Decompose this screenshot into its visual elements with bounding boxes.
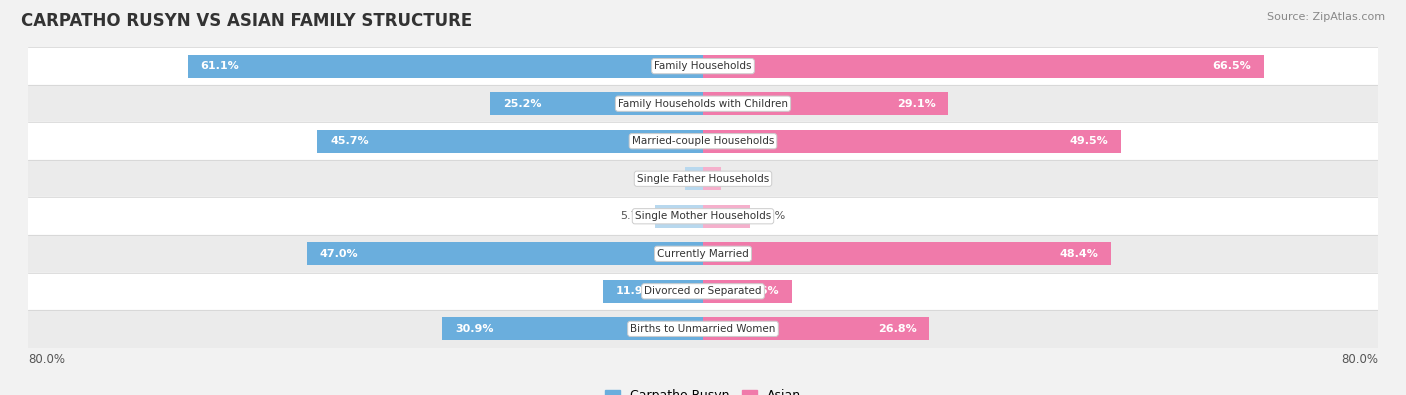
Text: 11.9%: 11.9% xyxy=(616,286,654,296)
Bar xyxy=(703,55,1264,78)
Bar xyxy=(28,85,1378,122)
Legend: Carpatho Rusyn, Asian: Carpatho Rusyn, Asian xyxy=(600,384,806,395)
Bar xyxy=(655,205,703,228)
Text: Source: ZipAtlas.com: Source: ZipAtlas.com xyxy=(1267,12,1385,22)
Text: Divorced or Separated: Divorced or Separated xyxy=(644,286,762,296)
Bar xyxy=(703,317,929,340)
Bar xyxy=(28,198,1378,235)
Bar xyxy=(28,122,1378,160)
Bar xyxy=(318,130,703,153)
Bar xyxy=(491,92,703,115)
Text: Family Households: Family Households xyxy=(654,61,752,71)
Text: 80.0%: 80.0% xyxy=(1341,353,1378,366)
Bar xyxy=(703,92,949,115)
Text: 47.0%: 47.0% xyxy=(319,249,357,259)
Text: 10.6%: 10.6% xyxy=(741,286,780,296)
Text: 5.7%: 5.7% xyxy=(620,211,648,221)
Text: Births to Unmarried Women: Births to Unmarried Women xyxy=(630,324,776,334)
Text: 45.7%: 45.7% xyxy=(330,136,368,146)
Bar xyxy=(28,235,1378,273)
Text: Single Mother Households: Single Mother Households xyxy=(636,211,770,221)
Bar xyxy=(603,280,703,303)
Bar xyxy=(28,47,1378,85)
Text: Married-couple Households: Married-couple Households xyxy=(631,136,775,146)
Bar xyxy=(28,160,1378,198)
Text: 49.5%: 49.5% xyxy=(1069,136,1108,146)
Text: Family Households with Children: Family Households with Children xyxy=(619,99,787,109)
Text: 29.1%: 29.1% xyxy=(897,99,936,109)
Text: Currently Married: Currently Married xyxy=(657,249,749,259)
Bar xyxy=(703,280,793,303)
Text: 30.9%: 30.9% xyxy=(456,324,494,334)
Text: CARPATHO RUSYN VS ASIAN FAMILY STRUCTURE: CARPATHO RUSYN VS ASIAN FAMILY STRUCTURE xyxy=(21,12,472,30)
Text: 2.1%: 2.1% xyxy=(727,174,756,184)
Bar xyxy=(703,167,721,190)
Text: 48.4%: 48.4% xyxy=(1060,249,1098,259)
Text: 66.5%: 66.5% xyxy=(1212,61,1251,71)
Bar xyxy=(685,167,703,190)
Text: 5.6%: 5.6% xyxy=(756,211,785,221)
Bar xyxy=(703,205,751,228)
Text: 25.2%: 25.2% xyxy=(503,99,541,109)
Bar xyxy=(703,242,1111,265)
Text: 80.0%: 80.0% xyxy=(28,353,65,366)
Bar xyxy=(28,310,1378,348)
Text: 61.1%: 61.1% xyxy=(200,61,239,71)
Bar xyxy=(28,273,1378,310)
Bar xyxy=(703,130,1121,153)
Bar xyxy=(187,55,703,78)
Bar xyxy=(443,317,703,340)
Text: Single Father Households: Single Father Households xyxy=(637,174,769,184)
Text: 2.1%: 2.1% xyxy=(650,174,679,184)
Text: 26.8%: 26.8% xyxy=(877,324,917,334)
Bar xyxy=(307,242,703,265)
